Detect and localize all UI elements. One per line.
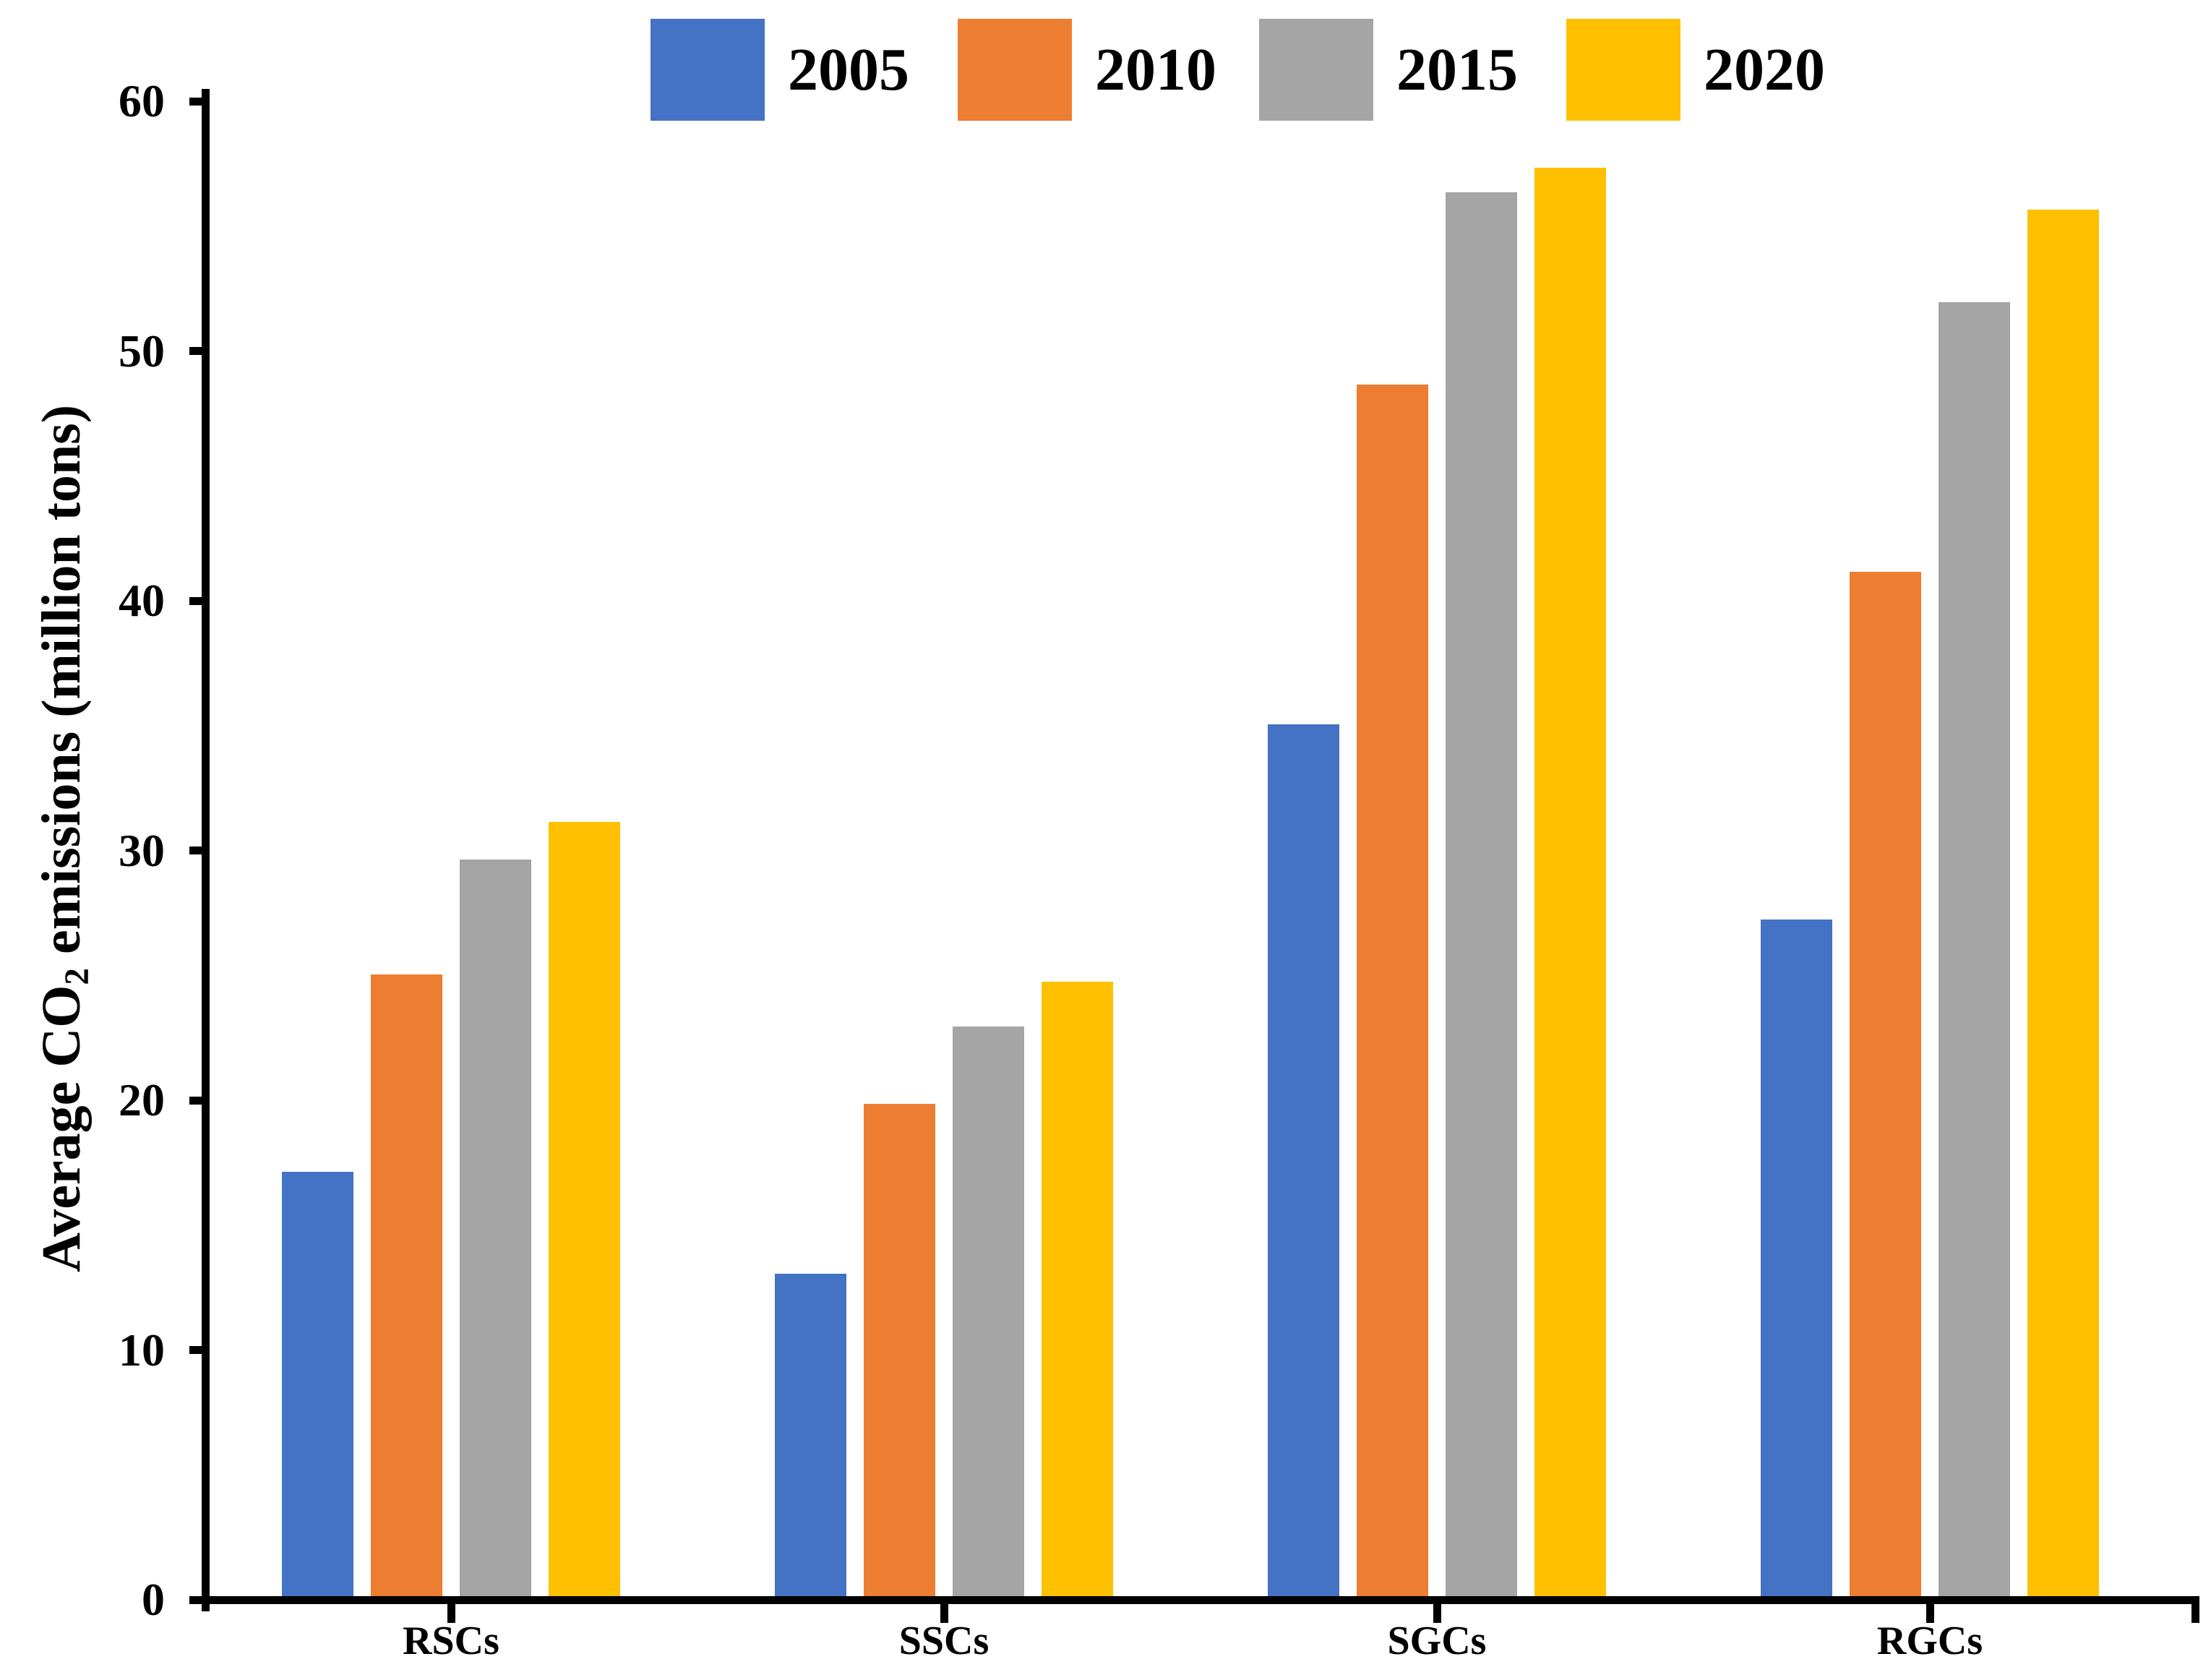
bar-2005-SGCs	[1268, 724, 1339, 1596]
bar-2015-RGCs	[1939, 302, 2010, 1596]
bar-2020-RGCs	[2027, 210, 2099, 1596]
x-axis-category-label-SSCs: SSCs	[898, 1619, 989, 1663]
y-axis-title-suffix: emissions (million tons)	[31, 404, 92, 969]
bar-2010-SSCs	[864, 1104, 935, 1596]
legend-swatch-2010	[958, 19, 1072, 121]
y-axis-title-subscript: 2	[58, 968, 96, 985]
bar-2015-SSCs	[953, 1027, 1024, 1596]
legend-swatch-2020	[1566, 19, 1680, 121]
x-axis-category-label-SGCs: SGCs	[1387, 1619, 1487, 1663]
x-axis-left-end-tick	[202, 1604, 210, 1611]
bar-2005-RGCs	[1761, 920, 1832, 1596]
legend-label-2015: 2015	[1396, 36, 1518, 103]
y-axis-tick-label: 10	[119, 1324, 165, 1376]
y-axis-tick	[189, 1596, 210, 1604]
y-axis-tick	[189, 98, 210, 106]
y-axis-title-text: Average CO	[31, 985, 92, 1273]
x-axis-line	[189, 1596, 2199, 1604]
legend-swatch-2005	[651, 19, 765, 121]
y-axis-tick-label: 0	[142, 1574, 165, 1625]
bar-2020-SGCs	[1534, 168, 1606, 1596]
y-axis-tick-label: 60	[119, 75, 165, 127]
y-axis-tick-label: 30	[119, 825, 165, 876]
y-axis-tick-label: 50	[119, 325, 165, 377]
bar-2010-RGCs	[1850, 572, 1921, 1596]
x-axis-right-end-tick	[2191, 1604, 2199, 1623]
bar-2005-SSCs	[775, 1274, 846, 1596]
y-axis-tick	[189, 347, 210, 355]
y-axis-tick	[189, 1346, 210, 1354]
y-axis-tick-label: 40	[119, 575, 165, 626]
legend-label-2005: 2005	[788, 36, 909, 103]
legend-label-2010: 2010	[1095, 36, 1216, 103]
y-axis-tick	[189, 1097, 210, 1105]
x-axis-tick-SSCs	[940, 1604, 948, 1623]
x-axis-tick-RGCs	[1926, 1604, 1934, 1623]
x-axis-category-label-RSCs: RSCs	[403, 1619, 499, 1663]
bar-2015-SGCs	[1446, 192, 1517, 1596]
y-axis-tick-label: 20	[119, 1074, 165, 1126]
y-axis-tick	[189, 597, 210, 605]
bar-2020-SSCs	[1042, 982, 1113, 1596]
bar-2015-RSCs	[460, 860, 531, 1596]
x-axis-tick-RSCs	[447, 1604, 455, 1623]
bar-2010-SGCs	[1357, 385, 1428, 1596]
legend-label-2020: 2020	[1704, 36, 1825, 103]
legend-swatch-2015	[1259, 19, 1373, 121]
bar-2020-RSCs	[549, 822, 620, 1596]
bar-2005-RSCs	[282, 1172, 353, 1596]
y-axis-tick	[189, 847, 210, 854]
x-axis-category-label-RGCs: RGCs	[1876, 1619, 1983, 1663]
bar-2010-RSCs	[371, 974, 442, 1596]
x-axis-tick-SGCs	[1433, 1604, 1441, 1623]
